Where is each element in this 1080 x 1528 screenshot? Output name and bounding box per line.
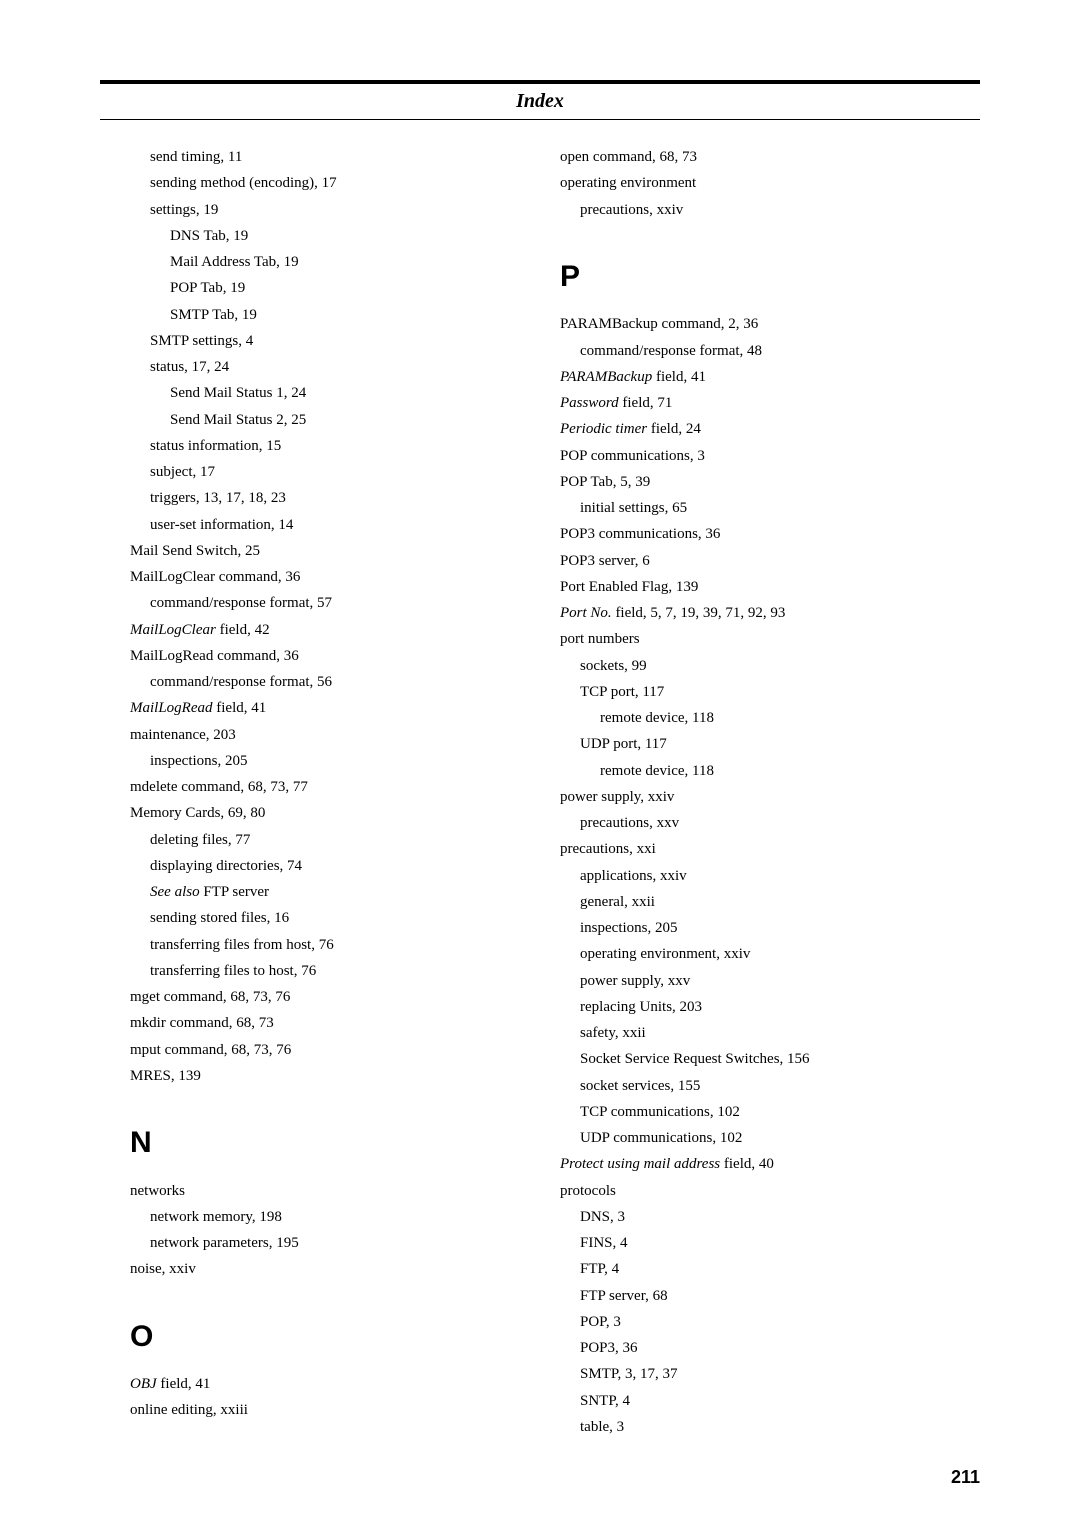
index-entry: remote device, 118 [600, 705, 950, 731]
index-entry: MRES, 139 [130, 1063, 520, 1089]
index-entry: POP Tab, 5, 39 [560, 469, 950, 495]
index-entry: Password field, 71 [560, 390, 950, 416]
index-entry: FTP, 4 [580, 1256, 950, 1282]
header-rule-thin [100, 119, 980, 120]
index-entry: Mail Address Tab, 19 [170, 249, 520, 275]
index-entry: TCP communications, 102 [580, 1099, 950, 1125]
index-entry: POP communications, 3 [560, 443, 950, 469]
index-entry: precautions, xxiv [580, 197, 950, 223]
index-entry: sending method (encoding), 17 [150, 170, 520, 196]
index-entry: Periodic timer field, 24 [560, 416, 950, 442]
index-entry: Mail Send Switch, 25 [130, 538, 520, 564]
index-columns: send timing, 11sending method (encoding)… [100, 144, 980, 1440]
index-entry: FINS, 4 [580, 1230, 950, 1256]
index-entry: SNTP, 4 [580, 1388, 950, 1414]
index-entry: PARAMBackup field, 41 [560, 364, 950, 390]
index-entry: Send Mail Status 2, 25 [170, 407, 520, 433]
index-entry: Port No. field, 5, 7, 19, 39, 71, 92, 93 [560, 600, 950, 626]
index-entry: status information, 15 [150, 433, 520, 459]
index-entry: settings, 19 [150, 197, 520, 223]
index-entry: OBJ field, 41 [130, 1371, 520, 1397]
index-entry: remote device, 118 [600, 758, 950, 784]
index-entry: user-set information, 14 [150, 512, 520, 538]
index-entry: PARAMBackup command, 2, 36 [560, 311, 950, 337]
index-entry: transferring files to host, 76 [150, 958, 520, 984]
index-entry: port numbers [560, 626, 950, 652]
index-entry: SMTP Tab, 19 [170, 302, 520, 328]
index-entry: send timing, 11 [150, 144, 520, 170]
index-entry: operating environment, xxiv [580, 941, 950, 967]
index-entry: SMTP, 3, 17, 37 [580, 1361, 950, 1387]
index-entry: POP Tab, 19 [170, 275, 520, 301]
index-entry: network parameters, 195 [150, 1230, 520, 1256]
index-entry: replacing Units, 203 [580, 994, 950, 1020]
index-entry: MailLogRead command, 36 [130, 643, 520, 669]
index-entry: POP, 3 [580, 1309, 950, 1335]
index-entry: Socket Service Request Switches, 156 [580, 1046, 950, 1072]
index-entry: MailLogClear field, 42 [130, 617, 520, 643]
index-entry: inspections, 205 [580, 915, 950, 941]
index-entry: network memory, 198 [150, 1204, 520, 1230]
index-entry: open command, 68, 73 [560, 144, 950, 170]
index-entry: power supply, xxv [580, 968, 950, 994]
index-entry: Protect using mail address field, 40 [560, 1151, 950, 1177]
index-entry: SMTP settings, 4 [150, 328, 520, 354]
index-entry: mkdir command, 68, 73 [130, 1010, 520, 1036]
index-entry: networks [130, 1178, 520, 1204]
index-entry: maintenance, 203 [130, 722, 520, 748]
index-entry: noise, xxiv [130, 1256, 520, 1282]
index-entry: displaying directories, 74 [150, 853, 520, 879]
index-entry: sockets, 99 [580, 653, 950, 679]
index-title: Index [100, 86, 980, 119]
index-entry: POP3 server, 6 [560, 548, 950, 574]
index-entry: command/response format, 56 [150, 669, 520, 695]
index-entry: FTP server, 68 [580, 1283, 950, 1309]
index-entry: Send Mail Status 1, 24 [170, 380, 520, 406]
index-entry: mget command, 68, 73, 76 [130, 984, 520, 1010]
index-entry: precautions, xxv [580, 810, 950, 836]
index-entry: general, xxii [580, 889, 950, 915]
left-column: send timing, 11sending method (encoding)… [130, 144, 520, 1440]
index-entry: safety, xxii [580, 1020, 950, 1046]
index-entry: mdelete command, 68, 73, 77 [130, 774, 520, 800]
index-entry: protocols [560, 1178, 950, 1204]
page-number: 211 [951, 1467, 980, 1488]
index-entry: online editing, xxiii [130, 1397, 520, 1423]
index-entry: applications, xxiv [580, 863, 950, 889]
index-entry: precautions, xxi [560, 836, 950, 862]
index-entry: status, 17, 24 [150, 354, 520, 380]
index-entry: DNS Tab, 19 [170, 223, 520, 249]
index-entry: triggers, 13, 17, 18, 23 [150, 485, 520, 511]
index-entry: UDP port, 117 [580, 731, 950, 757]
section-letter-o: O [130, 1311, 520, 1364]
index-entry: command/response format, 57 [150, 590, 520, 616]
index-entry: subject, 17 [150, 459, 520, 485]
index-entry: MailLogClear command, 36 [130, 564, 520, 590]
index-entry: operating environment [560, 170, 950, 196]
index-entry: inspections, 205 [150, 748, 520, 774]
index-entry: MailLogRead field, 41 [130, 695, 520, 721]
index-entry: POP3, 36 [580, 1335, 950, 1361]
index-entry: POP3 communications, 36 [560, 521, 950, 547]
index-entry: transferring files from host, 76 [150, 932, 520, 958]
index-entry: UDP communications, 102 [580, 1125, 950, 1151]
index-entry: power supply, xxiv [560, 784, 950, 810]
header-rule-thick [100, 80, 980, 84]
index-entry: TCP port, 117 [580, 679, 950, 705]
section-letter-p: P [560, 251, 950, 304]
index-entry: socket services, 155 [580, 1073, 950, 1099]
index-entry: DNS, 3 [580, 1204, 950, 1230]
index-entry: deleting files, 77 [150, 827, 520, 853]
index-entry: mput command, 68, 73, 76 [130, 1037, 520, 1063]
section-letter-n: N [130, 1117, 520, 1170]
index-entry: Memory Cards, 69, 80 [130, 800, 520, 826]
index-entry: initial settings, 65 [580, 495, 950, 521]
index-entry: Port Enabled Flag, 139 [560, 574, 950, 600]
index-entry: sending stored files, 16 [150, 905, 520, 931]
right-column: open command, 68, 73operating environmen… [560, 144, 950, 1440]
index-entry: command/response format, 48 [580, 338, 950, 364]
index-entry: table, 3 [580, 1414, 950, 1440]
index-entry: See also FTP server [150, 879, 520, 905]
